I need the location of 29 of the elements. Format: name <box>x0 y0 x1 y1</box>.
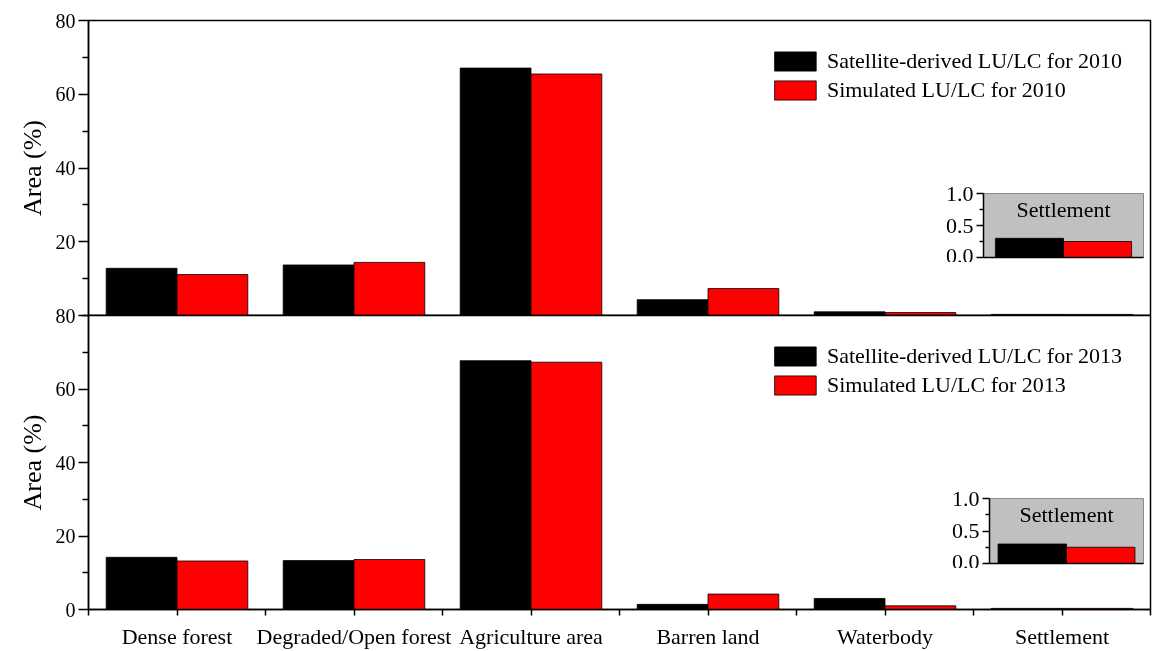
y-tick-label: 0 <box>65 598 76 621</box>
y-tick-label: 1.0 <box>946 180 974 206</box>
y-tick-label: 20 <box>55 525 76 547</box>
x-tick-label: Waterbody <box>837 623 933 649</box>
x-tick-label: Barren land <box>656 623 760 649</box>
chart-title: Settlement <box>1019 501 1114 527</box>
y-tick-label: 60 <box>55 378 76 400</box>
y-axis-title: Area (%) <box>17 414 47 511</box>
y-tick-label: 40 <box>55 451 76 474</box>
y-axis-title: Area (%) <box>17 119 47 216</box>
x-tick-label: Agriculture area <box>459 623 603 649</box>
x-tick-label: Degraded/Open forest <box>256 623 452 649</box>
y-tick-label: 80 <box>55 304 76 327</box>
x-tick-label: Dense forest <box>121 623 233 649</box>
y-tick-label: 0.0 <box>946 242 974 268</box>
y-tick-label: 0.5 <box>952 518 980 543</box>
y-tick-label: 0.5 <box>946 212 974 238</box>
y-tick-label: 60 <box>55 83 76 106</box>
legend-label: Simulated LU/LC for 2010 <box>826 77 1066 103</box>
x-tick-label: Settlement <box>1014 623 1110 649</box>
legend-label: Simulated LU/LC for 2013 <box>826 372 1066 398</box>
y-tick-label: 80 <box>55 9 76 32</box>
chart-title: Settlement <box>1016 196 1111 222</box>
y-tick-label: 0.0 <box>952 548 980 574</box>
legend-label: Satellite-derived LU/LC for 2010 <box>826 48 1122 74</box>
y-tick-label: 40 <box>55 157 76 179</box>
legend-label: Satellite-derived LU/LC for 2013 <box>826 343 1122 369</box>
y-tick-label: 1.0 <box>952 485 980 511</box>
y-tick-label: 20 <box>55 230 76 253</box>
